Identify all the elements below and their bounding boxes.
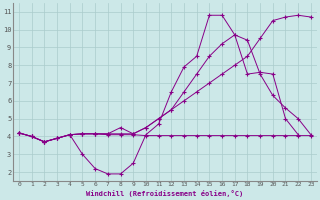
- X-axis label: Windchill (Refroidissement éolien,°C): Windchill (Refroidissement éolien,°C): [86, 190, 244, 197]
